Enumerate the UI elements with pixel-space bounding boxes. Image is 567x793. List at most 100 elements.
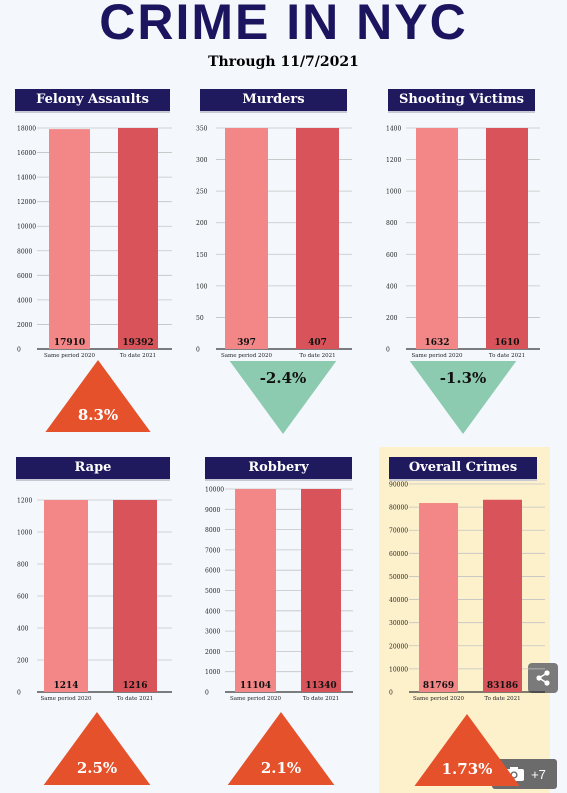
chart-title: Rape bbox=[16, 457, 170, 481]
y-tick-label: 14000 bbox=[17, 175, 36, 182]
y-tick-label: 800 bbox=[386, 220, 398, 227]
bar-value-label: 11340 bbox=[305, 681, 336, 691]
y-tick-label: 90000 bbox=[389, 482, 408, 489]
y-tick-label: 2000 bbox=[205, 649, 220, 656]
y-tick-label: 300 bbox=[196, 157, 208, 164]
y-tick-label: 200 bbox=[386, 315, 398, 322]
y-tick-label: 40000 bbox=[389, 597, 408, 604]
bar-2021 bbox=[296, 128, 339, 349]
chart-title: Felony Assaults bbox=[15, 89, 170, 113]
x-tick-label: Same period 2020 bbox=[411, 353, 463, 359]
y-tick-label: 1400 bbox=[386, 126, 401, 133]
y-tick-label: 800 bbox=[17, 562, 29, 569]
y-tick-label: 1200 bbox=[386, 157, 401, 164]
y-tick-label: 0 bbox=[17, 347, 21, 354]
bar-value-label: 17910 bbox=[54, 338, 85, 348]
y-tick-label: 100 bbox=[196, 283, 208, 290]
bar-2020 bbox=[44, 500, 88, 692]
change-triangle bbox=[227, 712, 335, 785]
y-tick-label: 9000 bbox=[205, 507, 220, 514]
x-tick-label: Same period 2020 bbox=[230, 696, 282, 702]
y-tick-label: 50000 bbox=[389, 574, 408, 581]
y-tick-label: 200 bbox=[17, 658, 29, 665]
change-label: -1.3% bbox=[440, 369, 487, 387]
y-tick-label: 400 bbox=[17, 626, 29, 633]
y-tick-label: 200 bbox=[196, 220, 208, 227]
y-tick-label: 600 bbox=[386, 252, 398, 259]
y-tick-label: 50 bbox=[196, 315, 204, 322]
y-tick-label: 0 bbox=[196, 347, 200, 354]
y-tick-label: 600 bbox=[17, 594, 29, 601]
bar-2021 bbox=[483, 499, 522, 692]
x-tick-label: To date 2021 bbox=[303, 696, 339, 702]
chart-title: Overall Crimes bbox=[389, 457, 537, 481]
y-tick-label: 350 bbox=[196, 126, 208, 133]
y-tick-label: 4000 bbox=[205, 608, 220, 615]
chart-title: Murders bbox=[200, 89, 347, 113]
bar-value-label: 1216 bbox=[122, 681, 147, 691]
chart-title: Shooting Victims bbox=[388, 89, 535, 113]
y-tick-label: 400 bbox=[386, 283, 398, 290]
chart-title: Robbery bbox=[205, 457, 352, 481]
y-tick-label: 18000 bbox=[17, 126, 36, 133]
y-tick-label: 2000 bbox=[17, 322, 32, 329]
change-triangle bbox=[45, 360, 151, 432]
y-tick-label: 1200 bbox=[17, 498, 32, 505]
bar-2020 bbox=[419, 503, 458, 692]
bar-value-label: 1214 bbox=[53, 681, 78, 691]
change-label: 1.73% bbox=[442, 760, 493, 778]
y-tick-label: 60000 bbox=[389, 551, 408, 558]
y-tick-label: 70000 bbox=[389, 528, 408, 535]
bar-value-label: 81769 bbox=[423, 681, 454, 691]
bar-2020 bbox=[235, 489, 276, 692]
x-tick-label: Same period 2020 bbox=[44, 353, 96, 359]
change-label: 2.5% bbox=[77, 759, 117, 777]
y-tick-label: 16000 bbox=[17, 150, 36, 157]
bar-value-label: 83186 bbox=[487, 681, 518, 691]
change-triangle bbox=[409, 361, 517, 434]
bar-2020 bbox=[49, 129, 90, 349]
x-tick-label: Same period 2020 bbox=[221, 353, 273, 359]
change-label: 2.1% bbox=[261, 759, 301, 777]
bar-value-label: 1632 bbox=[424, 338, 449, 348]
change-triangle bbox=[229, 361, 337, 434]
share-icon bbox=[536, 670, 550, 686]
x-tick-label: Same period 2020 bbox=[40, 696, 92, 702]
y-tick-label: 1000 bbox=[17, 530, 32, 537]
bar-value-label: 19392 bbox=[122, 338, 153, 348]
y-tick-label: 6000 bbox=[205, 568, 220, 575]
y-tick-label: 7000 bbox=[205, 547, 220, 554]
x-tick-label: To date 2021 bbox=[117, 696, 153, 702]
y-tick-label: 5000 bbox=[205, 588, 220, 595]
y-tick-label: 4000 bbox=[17, 297, 32, 304]
bar-2021 bbox=[486, 128, 528, 349]
y-tick-label: 0 bbox=[205, 690, 209, 697]
y-tick-label: 8000 bbox=[205, 527, 220, 534]
y-tick-label: 1000 bbox=[205, 669, 220, 676]
y-tick-label: 0 bbox=[389, 690, 393, 697]
y-tick-label: 150 bbox=[196, 252, 208, 259]
bar-2020 bbox=[225, 128, 268, 349]
y-tick-label: 8000 bbox=[17, 248, 32, 255]
y-tick-label: 20000 bbox=[389, 643, 408, 650]
bar-value-label: 1610 bbox=[494, 338, 519, 348]
y-tick-label: 12000 bbox=[17, 199, 36, 206]
x-tick-label: To date 2021 bbox=[484, 696, 520, 702]
bar-value-label: 397 bbox=[237, 338, 256, 348]
y-tick-label: 3000 bbox=[205, 629, 220, 636]
bar-2020 bbox=[416, 128, 458, 349]
bar-2021 bbox=[301, 489, 341, 692]
change-label: -2.4% bbox=[260, 369, 307, 387]
y-tick-label: 6000 bbox=[17, 273, 32, 280]
gallery-count: +7 bbox=[531, 766, 546, 782]
y-tick-label: 0 bbox=[17, 690, 21, 697]
page-subtitle: Through 11/7/2021 bbox=[208, 54, 359, 70]
share-button[interactable] bbox=[528, 663, 558, 693]
bar-2021 bbox=[113, 500, 157, 692]
y-tick-label: 250 bbox=[196, 189, 208, 196]
y-tick-label: 0 bbox=[386, 347, 390, 354]
change-triangle bbox=[43, 712, 151, 785]
y-tick-label: 1000 bbox=[386, 189, 401, 196]
bar-2021 bbox=[118, 128, 158, 349]
